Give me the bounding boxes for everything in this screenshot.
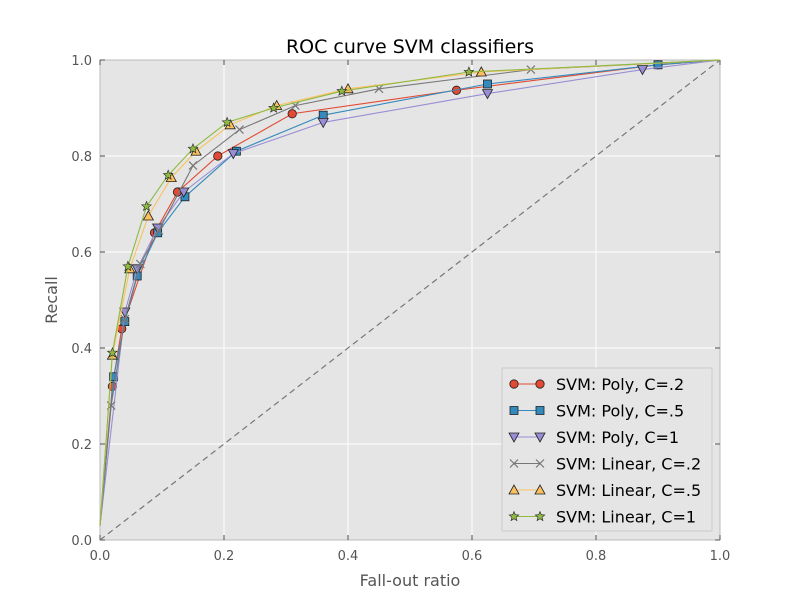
x-tick-label: 1.0: [710, 549, 731, 564]
data-point: [235, 125, 244, 135]
data-point: [636, 65, 649, 76]
data-point: [653, 60, 663, 70]
legend-entry: SVM: Linear, C=.2: [509, 455, 701, 474]
legend-marker: [535, 379, 545, 389]
series-6: [99, 59, 721, 526]
legend-marker: [508, 432, 520, 443]
legend-label: SVM: Linear, C=.5: [556, 481, 701, 500]
legend-label: SVM: Poly, C=.2: [556, 375, 684, 394]
legend-marker: [508, 484, 520, 495]
data-point: [122, 260, 134, 272]
data-point: [142, 210, 155, 221]
x-tick-label: 0.4: [338, 549, 359, 564]
data-point: [213, 151, 223, 161]
legend-entry: SVM: Poly, C=.5: [509, 402, 684, 421]
data-point: [481, 89, 494, 100]
data-point: [336, 85, 348, 96]
data-point: [106, 346, 118, 358]
legend-marker: [534, 484, 546, 495]
legend-marker: [534, 432, 546, 443]
data-point: [178, 187, 190, 198]
legend-entry: SVM: Linear, C=1: [508, 508, 696, 527]
data-point: [483, 79, 492, 89]
data-point: [154, 225, 164, 235]
legend-label: SVM: Linear, C=1: [556, 508, 696, 527]
data-point: [162, 169, 174, 180]
data-point: [317, 118, 329, 129]
series-line: [99, 59, 721, 526]
legend-marker: [509, 406, 519, 415]
x-tick-label: 0.0: [90, 549, 111, 564]
legend-entry: SVM: Poly, C=1: [508, 428, 679, 447]
y-tick-label: 0.2: [71, 438, 92, 453]
legend-marker: [535, 459, 545, 468]
legend-entry: SVM: Poly, C=.2: [509, 375, 684, 394]
y-tick-label: 1.0: [71, 54, 92, 69]
y-tick-label: 0.6: [71, 246, 92, 261]
legend-marker: [509, 459, 519, 468]
legend-marker: [535, 406, 545, 415]
legend-marker: [534, 510, 546, 522]
y-tick-label: 0.0: [71, 534, 92, 549]
legend-marker: [508, 510, 520, 522]
legend-label: SVM: Poly, C=.5: [556, 402, 684, 421]
data-point: [120, 314, 130, 324]
data-point: [463, 66, 475, 77]
data-point: [135, 259, 145, 269]
x-axis-label: Fall-out ratio: [360, 571, 461, 590]
plot-frame: [99, 59, 721, 541]
y-axis-label: Recall: [42, 276, 61, 324]
x-tick-label: 0.8: [586, 549, 607, 564]
data-point: [221, 116, 233, 128]
legend-label: SVM: Poly, C=1: [556, 428, 679, 447]
legend-entry: SVM: Linear, C=.5: [508, 481, 701, 500]
data-point: [287, 109, 297, 119]
y-tick-label: 0.4: [71, 342, 92, 357]
legend-box: [501, 367, 713, 532]
x-tick-label: 0.6: [462, 549, 483, 564]
y-tick-label: 0.8: [71, 150, 92, 165]
data-point: [140, 200, 153, 212]
data-point: [227, 149, 239, 160]
data-point: [188, 161, 198, 171]
data-point: [187, 142, 199, 154]
chart-title: ROC curve SVM classifiers: [286, 36, 534, 58]
data-point: [268, 102, 280, 113]
legend-label: SVM: Linear, C=.2: [556, 455, 701, 474]
legend-marker: [509, 379, 519, 389]
chance-diagonal-line: [99, 59, 721, 541]
x-tick-label: 0.2: [214, 549, 235, 564]
